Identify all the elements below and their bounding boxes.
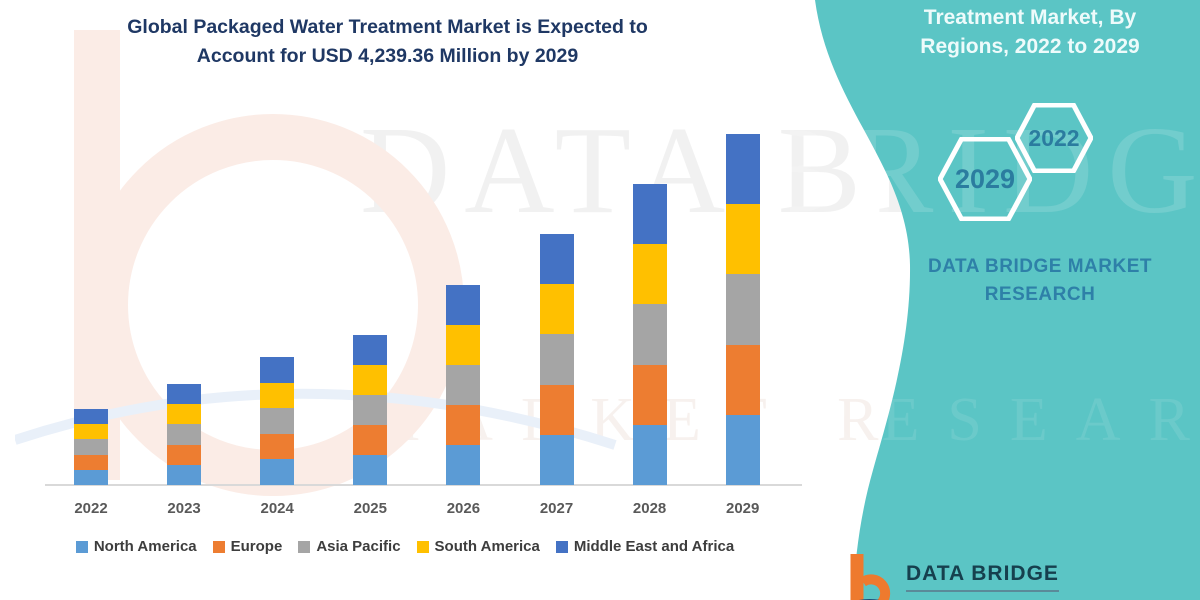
side-panel-title: Treatment Market, By Regions, 2022 to 20… bbox=[875, 4, 1185, 62]
bar-segment-north-america bbox=[446, 445, 481, 485]
page-title-line2: Account for USD 4,239.36 Million by 2029 bbox=[196, 45, 579, 68]
legend-swatch bbox=[416, 540, 429, 553]
bar-segment-south-america bbox=[260, 382, 295, 409]
bar-segment-europe bbox=[353, 425, 388, 455]
legend-label: Asia Pacific bbox=[316, 538, 401, 555]
bar-segment-europe bbox=[446, 405, 481, 446]
x-axis-label-2022: 2022 bbox=[74, 500, 108, 517]
bar-segment-north-america bbox=[725, 414, 760, 485]
bar-segment-europe bbox=[260, 433, 295, 460]
bar-segment-north-america bbox=[353, 455, 388, 485]
legend-label: South America bbox=[434, 538, 540, 555]
legend-label: Middle East and Africa bbox=[573, 538, 735, 555]
bar-segment-asia-pacific bbox=[632, 304, 667, 365]
bar-segment-middle-east-and-africa bbox=[167, 383, 202, 405]
side-panel-title-line2: Regions, 2022 to 2029 bbox=[920, 34, 1140, 58]
legend-item-south-america: South America bbox=[416, 538, 540, 555]
x-axis-label-2024: 2024 bbox=[260, 500, 294, 517]
chart-legend: North America Europe Asia Pacific South Ame… bbox=[20, 538, 790, 555]
bar-segment-south-america bbox=[632, 244, 667, 305]
bar-segment-south-america bbox=[167, 404, 202, 425]
bar-segment-middle-east-and-africa bbox=[632, 183, 667, 245]
logo-b-icon bbox=[850, 554, 891, 600]
legend-swatch bbox=[298, 540, 311, 553]
bar-segment-europe bbox=[539, 384, 574, 435]
page-title: Global Packaged Water Treatment Market i… bbox=[25, 13, 750, 72]
bar-segment-north-america bbox=[260, 459, 295, 485]
page-title-line1: Global Packaged Water Treatment Market i… bbox=[127, 16, 648, 38]
bar-segment-middle-east-and-africa bbox=[260, 357, 295, 383]
legend-item-asia-pacific: Asia Pacific bbox=[298, 538, 401, 555]
panel-watermark-line2: MARKET RESEARCH bbox=[790, 386, 1200, 454]
x-axis-line bbox=[45, 484, 802, 486]
bar-2025 bbox=[353, 335, 388, 485]
hexagon-2022-label: 2022 bbox=[1028, 124, 1080, 151]
bar-segment-europe bbox=[632, 364, 667, 425]
legend-label: North America bbox=[93, 538, 197, 555]
data-bridge-logo: DATA BRIDGE bbox=[842, 550, 1059, 600]
legend-item-europe: Europe bbox=[212, 538, 283, 555]
x-axis-label-2027: 2027 bbox=[539, 500, 574, 517]
bar-segment-europe bbox=[167, 444, 202, 465]
brand-name-line2: RESEARCH bbox=[984, 283, 1096, 305]
bar-segment-south-america bbox=[446, 325, 481, 366]
bar-segment-middle-east-and-africa bbox=[74, 408, 108, 425]
side-panel-title-line1: Treatment Market, By bbox=[923, 6, 1137, 29]
legend-item-middle-east-and-africa: Middle East and Africa bbox=[555, 538, 735, 555]
bar-segment-asia-pacific bbox=[446, 365, 481, 406]
hexagon-2029-label: 2029 bbox=[954, 163, 1016, 194]
bar-segment-north-america bbox=[632, 424, 667, 485]
bar-2028 bbox=[632, 183, 667, 485]
bar-segment-middle-east-and-africa bbox=[353, 335, 388, 365]
x-axis-label-2026: 2026 bbox=[446, 500, 481, 517]
x-axis-label-2029: 2029 bbox=[726, 500, 760, 517]
bar-segment-north-america bbox=[167, 464, 202, 485]
bar-segment-asia-pacific bbox=[353, 395, 388, 425]
legend-item-north-america: North America bbox=[75, 538, 197, 555]
side-panel: DATA BRIDGE MARKET RESEARCH Treatment Ma… bbox=[790, 0, 1200, 600]
bar-segment-asia-pacific bbox=[725, 274, 760, 345]
bar-2022 bbox=[74, 408, 108, 485]
bar-segment-south-america bbox=[725, 204, 760, 275]
brand-name: DATA BRIDGE MARKET RESEARCH bbox=[885, 253, 1195, 308]
legend-swatch bbox=[75, 540, 88, 553]
bar-segment-middle-east-and-africa bbox=[725, 134, 760, 205]
hexagon-2022-badge: 2022 bbox=[1014, 102, 1094, 174]
side-panel-background bbox=[815, 0, 1200, 600]
hexagon-2029-badge: 2029 bbox=[937, 136, 1033, 222]
bar-chart: 2022 2023 2024 2025 2026 2027 2028 2029 bbox=[40, 90, 810, 517]
legend-swatch bbox=[212, 540, 225, 553]
legend-swatch bbox=[555, 540, 568, 553]
x-axis-label-2023: 2023 bbox=[167, 500, 201, 517]
bar-segment-asia-pacific bbox=[260, 408, 295, 434]
bar-segment-south-america bbox=[539, 284, 574, 335]
bar-2023 bbox=[167, 383, 202, 485]
bar-segment-south-america bbox=[74, 424, 108, 440]
bar-2026 bbox=[446, 285, 481, 485]
bar-segment-europe bbox=[725, 344, 760, 415]
bar-segment-middle-east-and-africa bbox=[446, 285, 481, 326]
bar-2029 bbox=[725, 134, 760, 485]
bar-segment-asia-pacific bbox=[74, 439, 108, 455]
bar-segment-asia-pacific bbox=[167, 424, 202, 445]
bar-segment-north-america bbox=[74, 469, 108, 485]
bar-2024 bbox=[260, 357, 295, 485]
legend-label: Europe bbox=[230, 538, 283, 555]
bar-segment-asia-pacific bbox=[539, 334, 574, 385]
hexagon-icon bbox=[937, 136, 1033, 222]
brand-name-line1: DATA BRIDGE MARKET bbox=[928, 256, 1152, 277]
hexagon-icon bbox=[1014, 102, 1094, 174]
bar-segment-north-america bbox=[539, 434, 574, 485]
bar-segment-middle-east-and-africa bbox=[539, 234, 574, 285]
bar-segment-south-america bbox=[353, 365, 388, 395]
bar-2027 bbox=[539, 234, 574, 485]
x-axis-label-2025: 2025 bbox=[353, 500, 387, 517]
bar-segment-europe bbox=[74, 454, 108, 470]
logo-wordmark: DATA BRIDGE bbox=[906, 562, 1059, 592]
x-axis-label-2028: 2028 bbox=[632, 500, 667, 517]
